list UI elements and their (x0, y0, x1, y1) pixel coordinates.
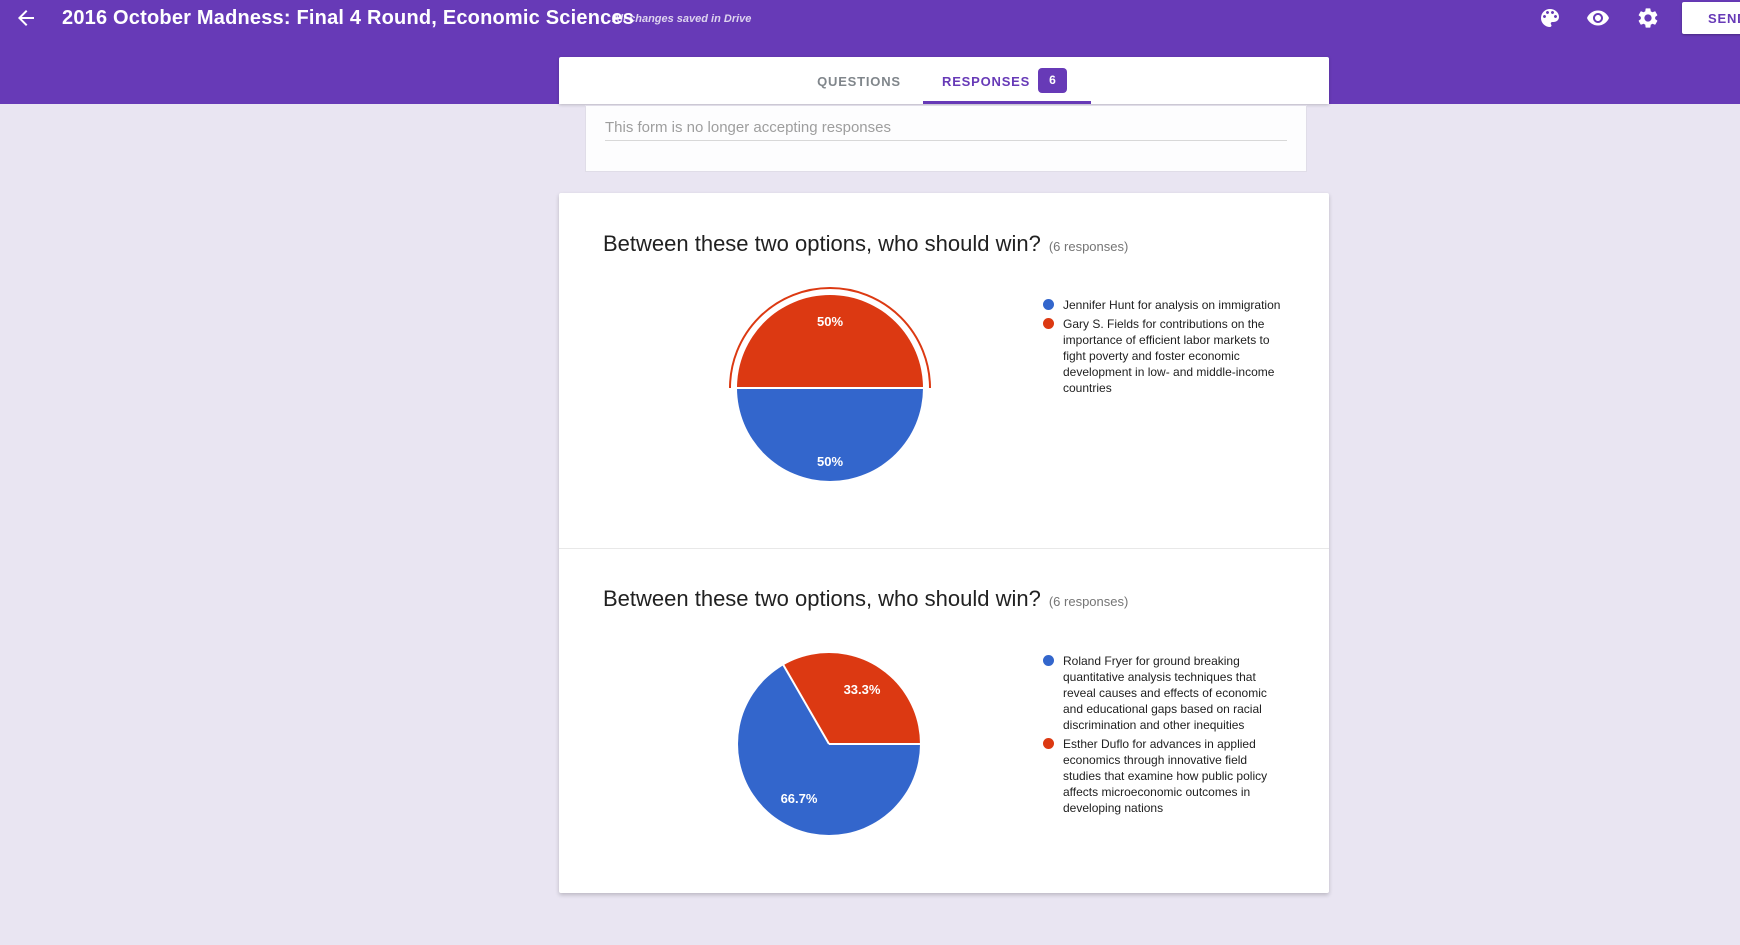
legend-dot-blue (1043, 655, 1054, 666)
save-status: All changes saved in Drive (612, 13, 752, 25)
legend-dot-red (1043, 738, 1054, 749)
responses-summary-card: Between these two options, who should wi… (559, 193, 1329, 893)
form-closed-banner: This form is no longer accepting respons… (585, 105, 1307, 172)
section-divider (559, 548, 1329, 549)
form-title[interactable]: 2016 October Madness: Final 4 Round, Eco… (62, 7, 635, 29)
legend-label: Jennifer Hunt for analysis on immigratio… (1063, 298, 1281, 312)
palette-icon[interactable] (1538, 6, 1564, 32)
question-2-header: Between these two options, who should wi… (603, 586, 1128, 612)
tab-bar: QUESTIONS RESPONSES 6 (559, 57, 1329, 104)
question-2-responses-note: (6 responses) (1048, 594, 1129, 609)
form-closed-message: This form is no longer accepting respons… (605, 119, 891, 136)
preview-eye-icon[interactable] (1586, 6, 1612, 32)
legend-item: Esther Duflo for advances in applied eco… (1043, 736, 1283, 816)
legend-1: Jennifer Hunt for analysis on immigratio… (1043, 297, 1283, 399)
settings-gear-icon[interactable] (1636, 6, 1662, 32)
legend-dot-blue (1043, 299, 1054, 310)
legend-label: Roland Fryer for ground breaking quantit… (1063, 654, 1267, 732)
send-button[interactable]: SEND (1682, 2, 1740, 34)
legend-dot-red (1043, 318, 1054, 329)
question-1-title: Between these two options, who should wi… (603, 231, 1041, 256)
legend-item: Roland Fryer for ground breaking quantit… (1043, 653, 1283, 733)
question-1-header: Between these two options, who should wi… (603, 231, 1128, 257)
tab-questions[interactable]: QUESTIONS (817, 74, 901, 89)
tab-responses[interactable]: RESPONSES (942, 74, 1031, 89)
legend-label: Esther Duflo for advances in applied eco… (1063, 737, 1268, 815)
question-2-title: Between these two options, who should wi… (603, 586, 1041, 611)
question-1-responses-note: (6 responses) (1048, 239, 1129, 254)
legend-2: Roland Fryer for ground breaking quantit… (1043, 653, 1283, 819)
back-arrow-icon[interactable] (14, 6, 42, 34)
responses-count-badge: 6 (1038, 68, 1067, 93)
legend-item: Gary S. Fields for contributions on the … (1043, 316, 1283, 396)
legend-label: Gary S. Fields for contributions on the … (1063, 317, 1275, 395)
pie-1-slice-separator (735, 387, 925, 389)
active-tab-indicator (923, 101, 1091, 104)
legend-item: Jennifer Hunt for analysis on immigratio… (1043, 297, 1283, 313)
banner-underline (605, 140, 1287, 141)
pie-2-slice-separator (829, 743, 921, 745)
